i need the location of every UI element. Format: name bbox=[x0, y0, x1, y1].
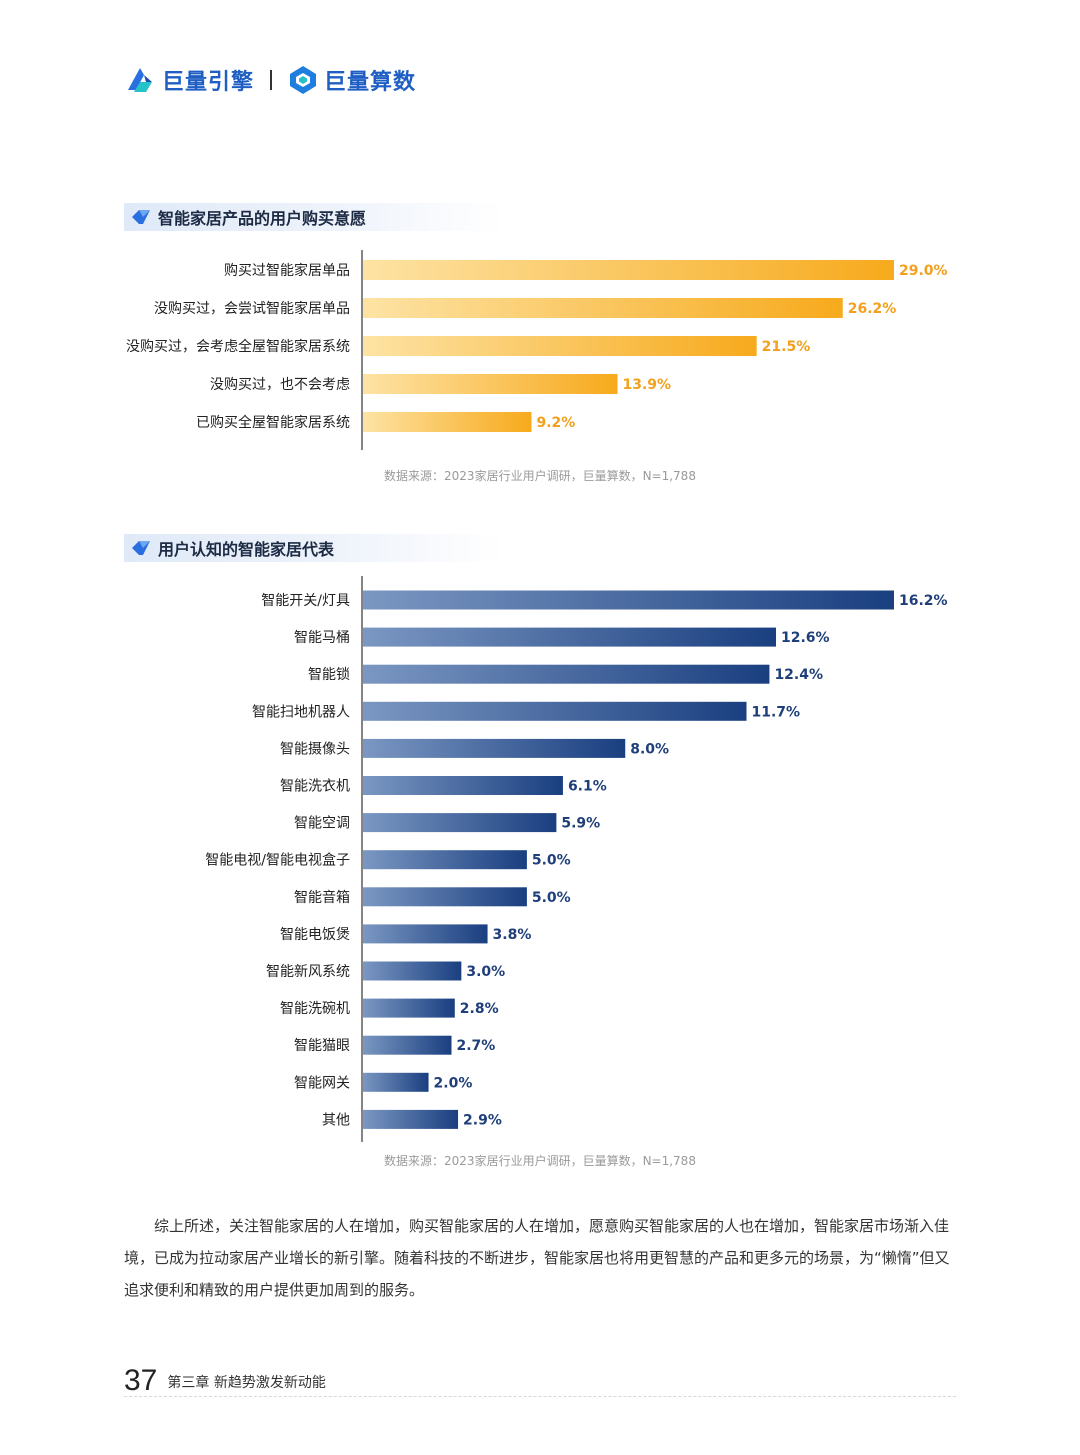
section-diamond-icon bbox=[132, 541, 150, 555]
value-label: 5.9% bbox=[561, 816, 600, 832]
section-1-title: 智能家居产品的用户购买意愿 bbox=[124, 203, 504, 231]
chart-bar bbox=[363, 664, 770, 684]
chart-bar bbox=[363, 627, 776, 647]
value-label: 2.7% bbox=[457, 1038, 496, 1054]
value-label: 12.6% bbox=[781, 630, 830, 646]
chart-bar bbox=[363, 850, 527, 870]
category-label: 智能马桶 bbox=[294, 630, 350, 646]
category-label: 智能新风系统 bbox=[266, 964, 350, 980]
smart-home-representative-chart: 智能开关/灯具 16.2% 智能马桶 12.6% 智能锁 12.4% 智能扫地机器人 11.7… bbox=[205, 576, 948, 1142]
category-label: 智能网关 bbox=[294, 1075, 350, 1091]
value-label: 2.0% bbox=[434, 1075, 473, 1091]
category-label: 智能电视/智能电视盒子 bbox=[205, 852, 350, 869]
section-2-title: 用户认知的智能家居代表 bbox=[124, 534, 504, 562]
chart-bar bbox=[363, 374, 618, 394]
category-label: 智能音箱 bbox=[294, 889, 350, 906]
purchase-intention-chart: 购买过智能家居单品 29.0% 没购买过，会尝试智能家居单品 26.2% 没购买过，会考… bbox=[126, 250, 948, 450]
value-label: 2.9% bbox=[463, 1112, 502, 1128]
value-label: 5.0% bbox=[532, 853, 571, 869]
chart-bar bbox=[363, 336, 757, 356]
chart-bar bbox=[363, 412, 532, 432]
category-label: 购买过智能家居单品 bbox=[224, 262, 350, 279]
category-label: 智能摄像头 bbox=[280, 741, 350, 757]
value-label: 26.2% bbox=[848, 301, 897, 317]
section-2-title-text: 用户认知的智能家居代表 bbox=[158, 540, 335, 559]
value-label: 12.4% bbox=[774, 667, 823, 683]
category-label: 智能扫地机器人 bbox=[252, 704, 350, 720]
value-label: 3.8% bbox=[493, 927, 532, 943]
summary-paragraph: 综上所述，关注智能家居的人在增加，购买智能家居的人在增加，愿意购买智能家居的人也… bbox=[124, 1217, 950, 1299]
value-label: 6.1% bbox=[568, 779, 607, 795]
chart-bar bbox=[363, 738, 626, 758]
category-label: 智能电饭煲 bbox=[280, 926, 350, 943]
section-2-source: 数据来源：2023家居行业用户调研，巨量算数，N=1,788 bbox=[384, 1154, 696, 1168]
chart-bar bbox=[363, 1109, 459, 1129]
brand-ocean-engine-data: 巨量算数 bbox=[288, 64, 416, 96]
category-label: 智能开关/灯具 bbox=[261, 593, 350, 609]
chart-bar bbox=[363, 298, 843, 318]
category-label: 没购买过，会考虑全屋智能家居系统 bbox=[126, 338, 350, 355]
value-label: 8.0% bbox=[630, 741, 669, 757]
category-label: 智能空调 bbox=[294, 816, 350, 832]
brand2-text: 巨量算数 bbox=[324, 70, 417, 95]
chart-bar bbox=[363, 998, 455, 1018]
page-footer: 37 第三章 新趋势激发新动能 bbox=[124, 1362, 956, 1397]
chart-bar bbox=[363, 590, 894, 610]
header: 巨量引擎 巨量算数 bbox=[124, 60, 416, 100]
chapter-title: 第三章 新趋势激发新动能 bbox=[167, 1375, 326, 1391]
brand1-text: 巨量引擎 bbox=[162, 70, 255, 95]
value-label: 21.5% bbox=[762, 339, 811, 355]
category-label: 智能洗碗机 bbox=[280, 1001, 350, 1017]
value-label: 11.7% bbox=[752, 704, 801, 720]
chart-bar bbox=[363, 260, 894, 280]
category-label: 智能洗衣机 bbox=[280, 779, 350, 795]
value-label: 16.2% bbox=[899, 593, 948, 609]
chart-bar bbox=[363, 776, 563, 795]
category-label: 已购买全屋智能家居系统 bbox=[196, 414, 350, 431]
chart-bar bbox=[363, 961, 462, 981]
chart-bar bbox=[363, 1035, 452, 1055]
chart-bar bbox=[363, 1072, 429, 1092]
category-label: 智能猫眼 bbox=[294, 1038, 350, 1054]
value-label: 3.0% bbox=[466, 964, 505, 980]
section-diamond-icon bbox=[132, 210, 150, 224]
category-label: 其他 bbox=[322, 1112, 350, 1128]
value-label: 2.8% bbox=[460, 1001, 499, 1017]
value-label: 5.0% bbox=[532, 890, 571, 906]
section-1-title-text: 智能家居产品的用户购买意愿 bbox=[158, 209, 367, 228]
category-label: 没购买过，也不会考虑 bbox=[210, 377, 350, 393]
brand-separator bbox=[270, 70, 273, 90]
value-label: 29.0% bbox=[899, 263, 948, 279]
ocean-engine-logo-icon bbox=[128, 68, 152, 92]
chart-bar bbox=[363, 924, 488, 944]
chart-bar bbox=[363, 813, 557, 833]
category-label: 没购买过，会尝试智能家居单品 bbox=[154, 300, 350, 317]
chart-bar bbox=[363, 887, 527, 907]
brand-ocean-engine: 巨量引擎 bbox=[124, 64, 254, 96]
category-label: 智能锁 bbox=[308, 667, 350, 683]
chart-bar bbox=[363, 701, 747, 721]
value-label: 13.9% bbox=[623, 377, 672, 393]
ocean-data-logo-icon bbox=[290, 66, 317, 94]
value-label: 9.2% bbox=[536, 415, 575, 431]
section-1-source: 数据来源：2023家居行业用户调研，巨量算数，N=1,788 bbox=[384, 469, 696, 483]
page-number: 37 bbox=[124, 1364, 158, 1397]
